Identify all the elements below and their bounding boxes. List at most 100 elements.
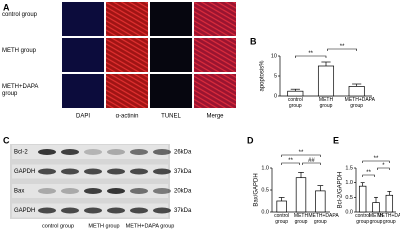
micrograph <box>62 38 104 72</box>
x-tick-label: METH group <box>318 97 334 109</box>
band <box>130 149 148 155</box>
band <box>84 149 102 155</box>
figure-svg: A C DAPI α-actinin TUNEL Merge Bcl-2 26kDa GAP… <box>3 2 396 229</box>
band <box>153 207 171 214</box>
micrograph <box>194 38 236 72</box>
column-label: DAPI <box>76 114 90 120</box>
y-axis-label: Bax/GAPDH <box>254 173 260 206</box>
micrograph <box>150 38 192 72</box>
column-label: Merge <box>206 114 224 120</box>
x-tick-label: METH group <box>293 213 309 225</box>
micrograph <box>106 74 148 108</box>
significance-label: ** <box>308 51 313 57</box>
band <box>38 168 56 175</box>
band <box>61 207 79 214</box>
y-tick-label: 0.0 <box>261 209 269 215</box>
band <box>153 188 171 194</box>
micrograph <box>62 74 104 108</box>
band <box>130 188 148 194</box>
blot-strip <box>12 145 168 159</box>
band <box>130 168 148 175</box>
significance-bracket <box>295 55 327 58</box>
group-label: METH group <box>88 223 119 229</box>
bar <box>317 65 335 97</box>
band <box>61 188 79 194</box>
band <box>107 188 125 194</box>
significance-label: ** <box>299 150 304 156</box>
significance-label: ** <box>288 158 293 164</box>
y-axis-label: Bcl-2/GAPDH <box>338 172 344 209</box>
band <box>38 149 56 155</box>
micrograph <box>194 74 236 108</box>
column-label: α-actinin <box>116 114 139 120</box>
band <box>107 168 125 175</box>
band <box>107 207 125 214</box>
y-tick-label: 5 <box>274 73 277 79</box>
bar <box>372 202 380 213</box>
y-tick-label: 0 <box>274 93 277 99</box>
significance-label: ** <box>340 44 345 50</box>
x-tick-label: control group <box>355 213 371 225</box>
significance-bracket <box>362 160 390 163</box>
row-label: control group <box>2 12 38 18</box>
y-axis-label: apoptosis% <box>260 60 266 92</box>
y-tick-label: 1.0 <box>345 180 353 186</box>
significance-bracket <box>327 48 357 51</box>
band <box>153 149 171 155</box>
y-tick-label: 0.5 <box>261 187 269 193</box>
significance-label: ## <box>308 158 315 164</box>
significance-bracket <box>281 162 300 165</box>
significance-label: * <box>382 163 385 169</box>
bar <box>276 200 287 213</box>
x-tick-label: control group <box>274 213 290 225</box>
band <box>38 188 56 194</box>
y-tick-label: 0.5 <box>345 195 353 201</box>
significance-bracket <box>281 154 321 157</box>
band <box>38 207 56 214</box>
band <box>107 149 125 155</box>
column-label: TUNEL <box>161 114 181 120</box>
figure: A C DAPI α-actinin TUNEL Merge Bcl-2 26kDa GAP… <box>2 2 400 230</box>
micrograph <box>194 2 236 36</box>
band <box>84 188 102 194</box>
band-label: GAPDH <box>14 208 35 214</box>
row-label: METH+DAPA group <box>2 84 39 97</box>
panel-letter: E <box>333 135 339 145</box>
x-tick-label: METH+DAPA group <box>344 97 375 109</box>
band <box>61 168 79 175</box>
bar <box>295 177 307 213</box>
micrograph <box>62 2 104 36</box>
bar <box>287 90 304 97</box>
group-label: METH+DAPA group <box>126 223 175 229</box>
micrograph <box>106 2 148 36</box>
y-tick-label: 10 <box>271 53 277 59</box>
group-label: control group <box>42 223 74 229</box>
band <box>84 168 102 175</box>
panel-letter: C <box>3 135 10 145</box>
band <box>130 207 148 214</box>
bar <box>385 194 394 213</box>
bar <box>348 86 365 97</box>
band <box>61 149 79 155</box>
band-size: 37kDa <box>174 208 192 214</box>
row-label: METH group <box>2 48 37 54</box>
band-label: GAPDH <box>14 169 35 175</box>
band-label: Bcl-2 <box>14 150 28 156</box>
y-tick-label: 0.0 <box>345 209 353 215</box>
significance-bracket <box>362 174 375 177</box>
significance-bracket <box>302 162 321 165</box>
x-tick-label: control group <box>287 97 303 109</box>
x-tick-label: METH group <box>368 213 384 225</box>
panel-letter: D <box>247 135 254 145</box>
panel-letter: B <box>250 36 257 46</box>
band-label: Bax <box>14 189 24 195</box>
micrograph <box>106 38 148 72</box>
band-size: 20kDa <box>174 189 192 195</box>
panel-letter: A <box>3 2 10 12</box>
x-tick-label: METH+DAPA group <box>308 213 339 225</box>
bar <box>358 185 367 213</box>
y-tick-label: 1.5 <box>345 165 353 171</box>
bar <box>315 190 326 213</box>
significance-label: ** <box>374 156 379 162</box>
significance-label: ** <box>366 170 371 176</box>
